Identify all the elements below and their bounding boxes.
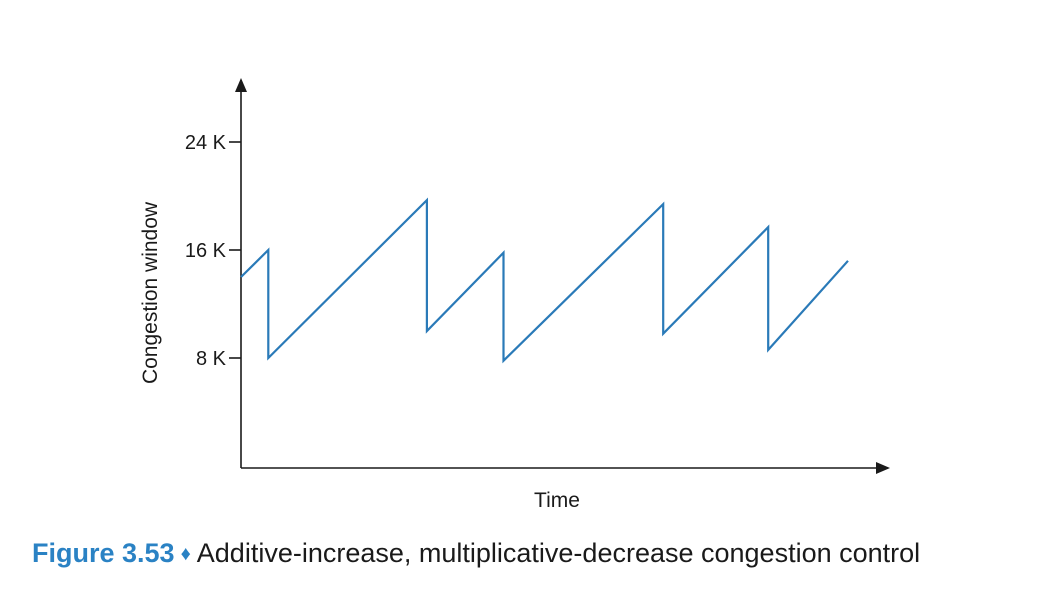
x-axis-title: Time bbox=[534, 489, 580, 512]
y-ticks: 8 K 16 K 24 K bbox=[185, 132, 241, 370]
y-axis-title: Congestion window bbox=[139, 201, 162, 384]
congestion-window-line bbox=[240, 197, 849, 364]
caption-separator: ♦ bbox=[180, 543, 191, 565]
y-tick-label: 24 K bbox=[185, 132, 227, 154]
figure-caption: Figure 3.53 ♦ Additive-increase, multiplic… bbox=[32, 538, 920, 569]
y-tick-label: 16 K bbox=[185, 240, 227, 262]
caption-text: Additive-increase, multiplicative-decrea… bbox=[196, 538, 921, 568]
y-tick-label: 8 K bbox=[196, 348, 227, 370]
figure-number: Figure 3.53 bbox=[32, 538, 175, 568]
